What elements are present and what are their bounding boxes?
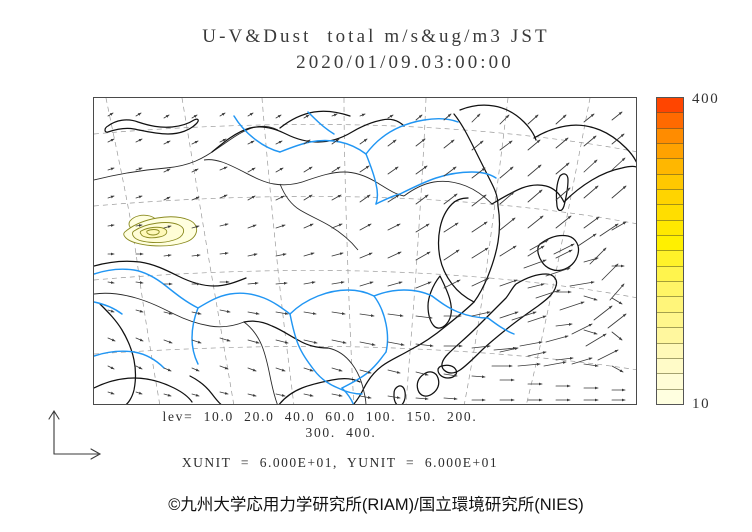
wind-vector-scale-key [36,398,116,460]
colorbar-band [657,312,683,329]
colorbar-band [657,374,683,390]
dust-contour-plume [123,214,197,247]
copyright-credit: ©九州大学応用力学研究所(RIAM)/国立環境研究所(NIES) [168,496,584,514]
colorbar-band [657,282,683,298]
colorbar-band [657,297,683,313]
colorbar-band [657,128,683,145]
colorbar-band [657,220,683,237]
colorbar-band [657,389,683,404]
axis-units-label: XUNIT = 6.000E+01, YUNIT = 6.000E+01 [181,455,499,470]
wind-vector-field [107,111,627,402]
colorbar-band [657,251,683,267]
colorbar-band [657,358,683,375]
contour-levels-line2: 300. 400. [305,425,377,440]
contour-levels-line1: lev= 10.0 20.0 40.0 60.0 100. 150. 200. [162,409,478,424]
colorbar-min-label: 10 [692,396,711,412]
colorbar-band [657,98,683,114]
graticule-lines [94,98,636,404]
colorbar-band [657,159,683,175]
colorbar-band [657,236,683,252]
colorbar-max-label: 400 [692,91,720,107]
map-plot-area: .coast { fill:none; stroke:#111; stroke-… [93,97,637,405]
coastlines-and-borders [94,104,636,404]
colorbar-band [657,205,683,221]
chart-title-line1: U-V&Dust total m/s&ug/m3 JST [202,26,550,47]
dust-colorbar [656,97,684,405]
map-canvas: .coast { fill:none; stroke:#111; stroke-… [94,98,636,404]
colorbar-band [657,174,683,191]
vector-key-svg [48,409,102,460]
chart-title-line2: 2020/01/09.03:00:00 [296,52,514,73]
colorbar-band [657,328,683,344]
colorbar-band [657,144,683,160]
colorbar-band [657,190,683,206]
river-lines [94,111,515,404]
colorbar-band [657,343,683,359]
colorbar-band [657,266,683,283]
colorbar-band [657,113,683,129]
